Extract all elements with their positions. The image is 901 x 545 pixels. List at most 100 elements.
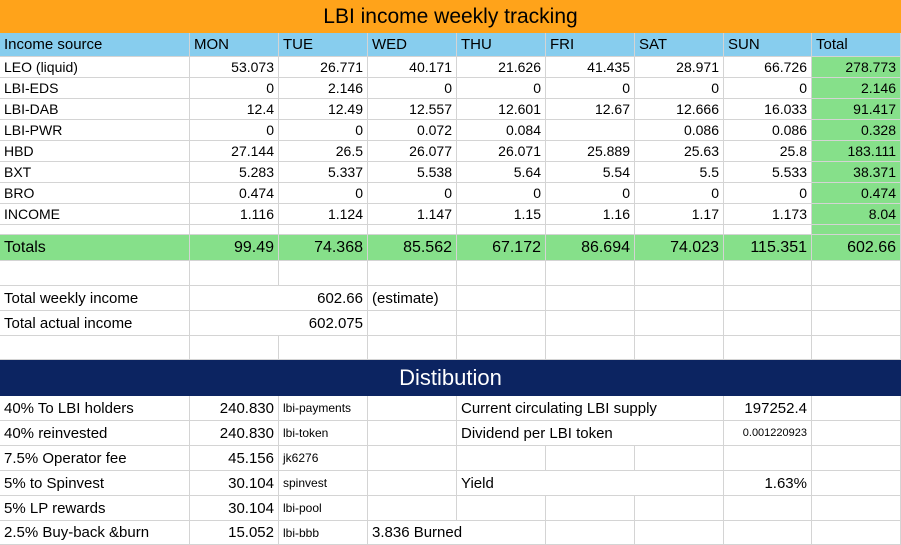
blank-cell[interactable] — [724, 496, 812, 521]
dist-account[interactable]: lbi-payments — [279, 396, 368, 421]
cell-mon[interactable]: 0.474 — [190, 183, 279, 204]
cell-sat[interactable]: 0 — [635, 78, 724, 99]
cell-sun[interactable]: 5.533 — [724, 162, 812, 183]
blank-cell[interactable] — [368, 311, 457, 336]
total-weekly-label[interactable]: Total weekly income — [0, 286, 190, 311]
blank-cell[interactable] — [546, 261, 635, 286]
cell-total[interactable]: 91.417 — [812, 99, 901, 120]
cell-tue[interactable]: 5.337 — [279, 162, 368, 183]
blank-cell[interactable] — [368, 225, 457, 235]
dist-value[interactable]: 15.052 — [190, 521, 279, 545]
blank-cell[interactable] — [812, 471, 901, 496]
cell-tue[interactable]: 26.771 — [279, 57, 368, 78]
blank-cell[interactable] — [812, 396, 901, 421]
dist-label[interactable]: 5% to Spinvest — [0, 471, 190, 496]
cell-tue[interactable]: 1.124 — [279, 204, 368, 225]
blank-cell[interactable] — [812, 311, 901, 336]
blank-cell[interactable] — [457, 225, 546, 235]
cell-sat[interactable]: 0.086 — [635, 120, 724, 141]
header-thu[interactable]: THU — [457, 33, 546, 57]
cell-sun[interactable]: 66.726 — [724, 57, 812, 78]
blank-cell[interactable] — [457, 286, 546, 311]
blank-cell[interactable] — [724, 521, 812, 545]
cell-wed[interactable]: 40.171 — [368, 57, 457, 78]
cell-source[interactable]: LBI-DAB — [0, 99, 190, 120]
dist-label[interactable]: 7.5% Operator fee — [0, 446, 190, 471]
totals-tue[interactable]: 74.368 — [279, 235, 368, 261]
dist-value[interactable]: 30.104 — [190, 471, 279, 496]
blank-cell[interactable] — [724, 311, 812, 336]
blank-cell[interactable] — [812, 446, 901, 471]
total-weekly-value[interactable]: 602.66 — [190, 286, 368, 311]
header-wed[interactable]: WED — [368, 33, 457, 57]
blank-cell[interactable] — [724, 286, 812, 311]
cell-fri[interactable]: 0 — [546, 78, 635, 99]
cell-fri[interactable]: 41.435 — [546, 57, 635, 78]
totals-wed[interactable]: 85.562 — [368, 235, 457, 261]
cell-source[interactable]: BRO — [0, 183, 190, 204]
blank-cell[interactable] — [0, 225, 190, 235]
blank-cell[interactable] — [724, 336, 812, 360]
cell-fri[interactable]: 5.54 — [546, 162, 635, 183]
dist-value[interactable]: 45.156 — [190, 446, 279, 471]
blank-cell[interactable] — [368, 471, 457, 496]
cell-mon[interactable]: 53.073 — [190, 57, 279, 78]
total-weekly-note[interactable]: (estimate) — [368, 286, 457, 311]
blank-cell[interactable] — [724, 261, 812, 286]
blank-cell[interactable] — [279, 261, 368, 286]
cell-thu[interactable]: 0.084 — [457, 120, 546, 141]
blank-cell[interactable] — [546, 446, 635, 471]
cell-sat[interactable]: 28.971 — [635, 57, 724, 78]
supply-label[interactable]: Current circulating LBI supply — [457, 396, 724, 421]
totals-total[interactable]: 602.66 — [812, 235, 901, 261]
cell-tue[interactable]: 0 — [279, 120, 368, 141]
cell-mon[interactable]: 5.283 — [190, 162, 279, 183]
blank-cell[interactable] — [457, 496, 546, 521]
cell-thu[interactable]: 5.64 — [457, 162, 546, 183]
cell-thu[interactable]: 21.626 — [457, 57, 546, 78]
cell-wed[interactable]: 26.077 — [368, 141, 457, 162]
cell-fri[interactable] — [546, 120, 635, 141]
dist-account[interactable]: lbi-pool — [279, 496, 368, 521]
cell-source[interactable]: INCOME — [0, 204, 190, 225]
blank-cell[interactable] — [635, 496, 724, 521]
dist-value[interactable]: 240.830 — [190, 396, 279, 421]
header-mon[interactable]: MON — [190, 33, 279, 57]
dist-account[interactable]: lbi-bbb — [279, 521, 368, 545]
blank-cell[interactable] — [546, 225, 635, 235]
blank-cell[interactable] — [457, 311, 546, 336]
totals-sun[interactable]: 115.351 — [724, 235, 812, 261]
blank-cell[interactable] — [190, 336, 279, 360]
cell-mon[interactable]: 0 — [190, 78, 279, 99]
dist-label[interactable]: 5% LP rewards — [0, 496, 190, 521]
totals-sat[interactable]: 74.023 — [635, 235, 724, 261]
cell-total[interactable]: 2.146 — [812, 78, 901, 99]
blank-cell[interactable] — [457, 261, 546, 286]
blank-cell[interactable] — [368, 421, 457, 446]
cell-fri[interactable]: 25.889 — [546, 141, 635, 162]
blank-cell[interactable] — [368, 496, 457, 521]
cell-total[interactable]: 8.04 — [812, 204, 901, 225]
cell-mon[interactable]: 27.144 — [190, 141, 279, 162]
cell-sun[interactable]: 0 — [724, 183, 812, 204]
blank-cell[interactable] — [190, 261, 279, 286]
blank-cell[interactable] — [812, 421, 901, 446]
totals-thu[interactable]: 67.172 — [457, 235, 546, 261]
blank-cell[interactable] — [635, 336, 724, 360]
dist-label[interactable]: 2.5% Buy-back &burn — [0, 521, 190, 545]
totals-fri[interactable]: 86.694 — [546, 235, 635, 261]
yield-label[interactable]: Yield — [457, 471, 724, 496]
blank-cell[interactable] — [546, 521, 635, 545]
cell-sat[interactable]: 1.17 — [635, 204, 724, 225]
cell-sat[interactable]: 25.63 — [635, 141, 724, 162]
cell-sat[interactable]: 0 — [635, 183, 724, 204]
cell-fri[interactable]: 1.16 — [546, 204, 635, 225]
cell-thu[interactable]: 12.601 — [457, 99, 546, 120]
cell-sun[interactable]: 0.086 — [724, 120, 812, 141]
cell-total[interactable]: 0.474 — [812, 183, 901, 204]
blank-cell[interactable] — [635, 261, 724, 286]
dist-account[interactable]: jk6276 — [279, 446, 368, 471]
cell-source[interactable]: HBD — [0, 141, 190, 162]
cell-wed[interactable]: 0 — [368, 183, 457, 204]
cell-sat[interactable]: 5.5 — [635, 162, 724, 183]
